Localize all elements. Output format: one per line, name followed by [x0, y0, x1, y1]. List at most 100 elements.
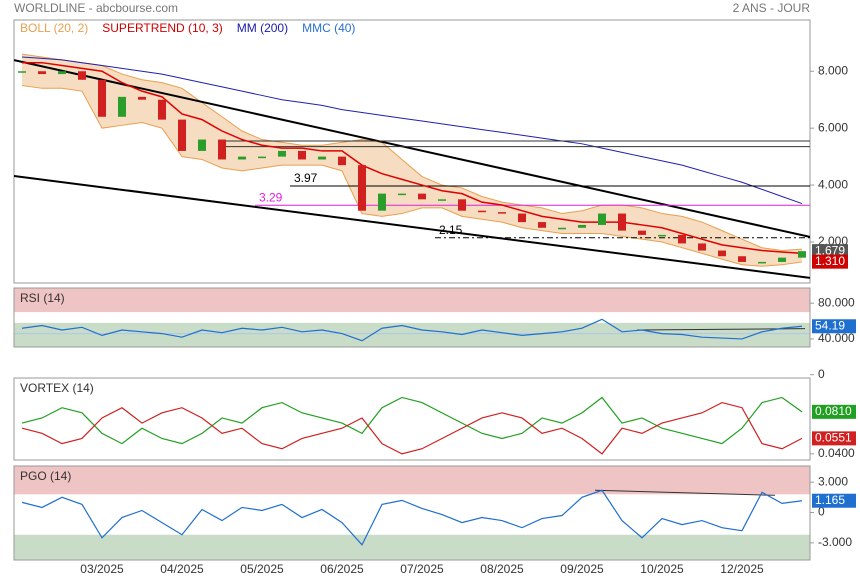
y-tick-label: 0.0400 [818, 446, 855, 460]
candle [798, 251, 806, 258]
plot-area [14, 53, 810, 279]
candle [238, 156, 246, 160]
candle [118, 96, 126, 117]
candle [598, 213, 606, 225]
panel-title: PGO (14) [20, 469, 71, 483]
period: 2 ANS - JOUR [733, 1, 811, 15]
candle [458, 199, 466, 211]
candle [578, 224, 586, 228]
x-tick-label: 12/2025 [720, 562, 764, 576]
x-tick-label: 06/2025 [320, 562, 364, 576]
candle [538, 222, 546, 228]
candle [498, 212, 506, 214]
candle [778, 257, 786, 262]
candle [358, 165, 366, 211]
zone [14, 322, 810, 347]
y-tick-label: 80.000 [818, 295, 855, 309]
series-line [21, 489, 803, 546]
last-value-label: 1.310 [815, 254, 845, 268]
plot-area [21, 396, 803, 455]
candle [158, 99, 166, 120]
zone [14, 288, 810, 313]
last-value-label: 1.165 [815, 493, 845, 507]
trendline [14, 59, 810, 238]
last-value-label: 0.0551 [815, 431, 852, 445]
panel-frame [13, 287, 811, 348]
panel-frame [13, 19, 811, 284]
level-label: 3.97 [294, 171, 318, 185]
legend-entry: MMC (40) [302, 21, 355, 35]
legend-entry: MM (200) [237, 21, 288, 35]
candle [758, 261, 766, 264]
candle [518, 213, 526, 223]
trendline [14, 174, 810, 279]
y-tick-label: 0 [818, 367, 825, 381]
page-title: WORLDLINE - abcbourse.com [14, 1, 178, 15]
candle [78, 71, 86, 80]
y-tick-label: 0 [818, 505, 825, 519]
candle [278, 150, 286, 157]
legend-entry: BOLL (20, 2) [20, 21, 88, 35]
candle [18, 71, 26, 73]
x-tick-label: 08/2025 [480, 562, 524, 576]
candle [98, 79, 106, 117]
candle [198, 139, 206, 151]
candle [558, 227, 566, 230]
x-tick-label: 10/2025 [640, 562, 684, 576]
candle [378, 193, 386, 211]
x-tick-label: 03/2025 [80, 562, 124, 576]
candle [298, 150, 306, 160]
x-tick-label: 04/2025 [160, 562, 204, 576]
candle [58, 71, 66, 75]
candle [478, 210, 486, 213]
legend-entry: SUPERTREND (10, 3) [102, 21, 222, 35]
candle [418, 193, 426, 200]
mm200-line [21, 56, 803, 205]
last-value-box [812, 493, 856, 508]
last-value-box [812, 319, 856, 334]
candle [138, 96, 146, 100]
candle [718, 250, 726, 257]
last-value-box [812, 431, 856, 446]
candle [698, 243, 706, 251]
candle [318, 156, 326, 160]
plot-area [21, 318, 806, 342]
trendline [594, 489, 776, 496]
last-value-box [812, 404, 856, 419]
y-tick-label: 4.000 [818, 177, 848, 191]
last-value-label: 1.679 [815, 243, 845, 257]
last-value-box [812, 244, 848, 259]
candle [438, 199, 446, 201]
candle [338, 156, 346, 166]
candle [618, 213, 626, 231]
candle [398, 193, 406, 196]
candle [738, 256, 746, 262]
candle [258, 156, 266, 159]
candle [678, 234, 686, 244]
x-tick-label: 09/2025 [560, 562, 604, 576]
series-line [21, 401, 803, 455]
candle [218, 139, 226, 160]
last-value-label: 54.19 [815, 318, 845, 332]
last-value-box [812, 254, 848, 269]
y-tick-label: 40.000 [818, 331, 855, 345]
candle [38, 71, 46, 75]
panel-frame [13, 377, 811, 461]
series-line [21, 396, 803, 445]
level-label: 3.29 [259, 190, 283, 204]
supertrend-line [22, 61, 803, 255]
x-tick-label: 07/2025 [400, 562, 444, 576]
panel-frame [13, 465, 811, 561]
y-tick-label: -3.000 [818, 535, 852, 549]
plot-area [21, 489, 803, 546]
y-tick-label: 8.000 [818, 63, 848, 77]
zone [14, 534, 810, 560]
bollinger-band [22, 54, 802, 267]
y-tick-label: 3.000 [818, 474, 848, 488]
level-label: 2.15 [439, 223, 463, 237]
zone [14, 466, 810, 495]
candle [638, 230, 646, 235]
bollinger-lower [21, 84, 803, 267]
series-line [21, 318, 803, 342]
